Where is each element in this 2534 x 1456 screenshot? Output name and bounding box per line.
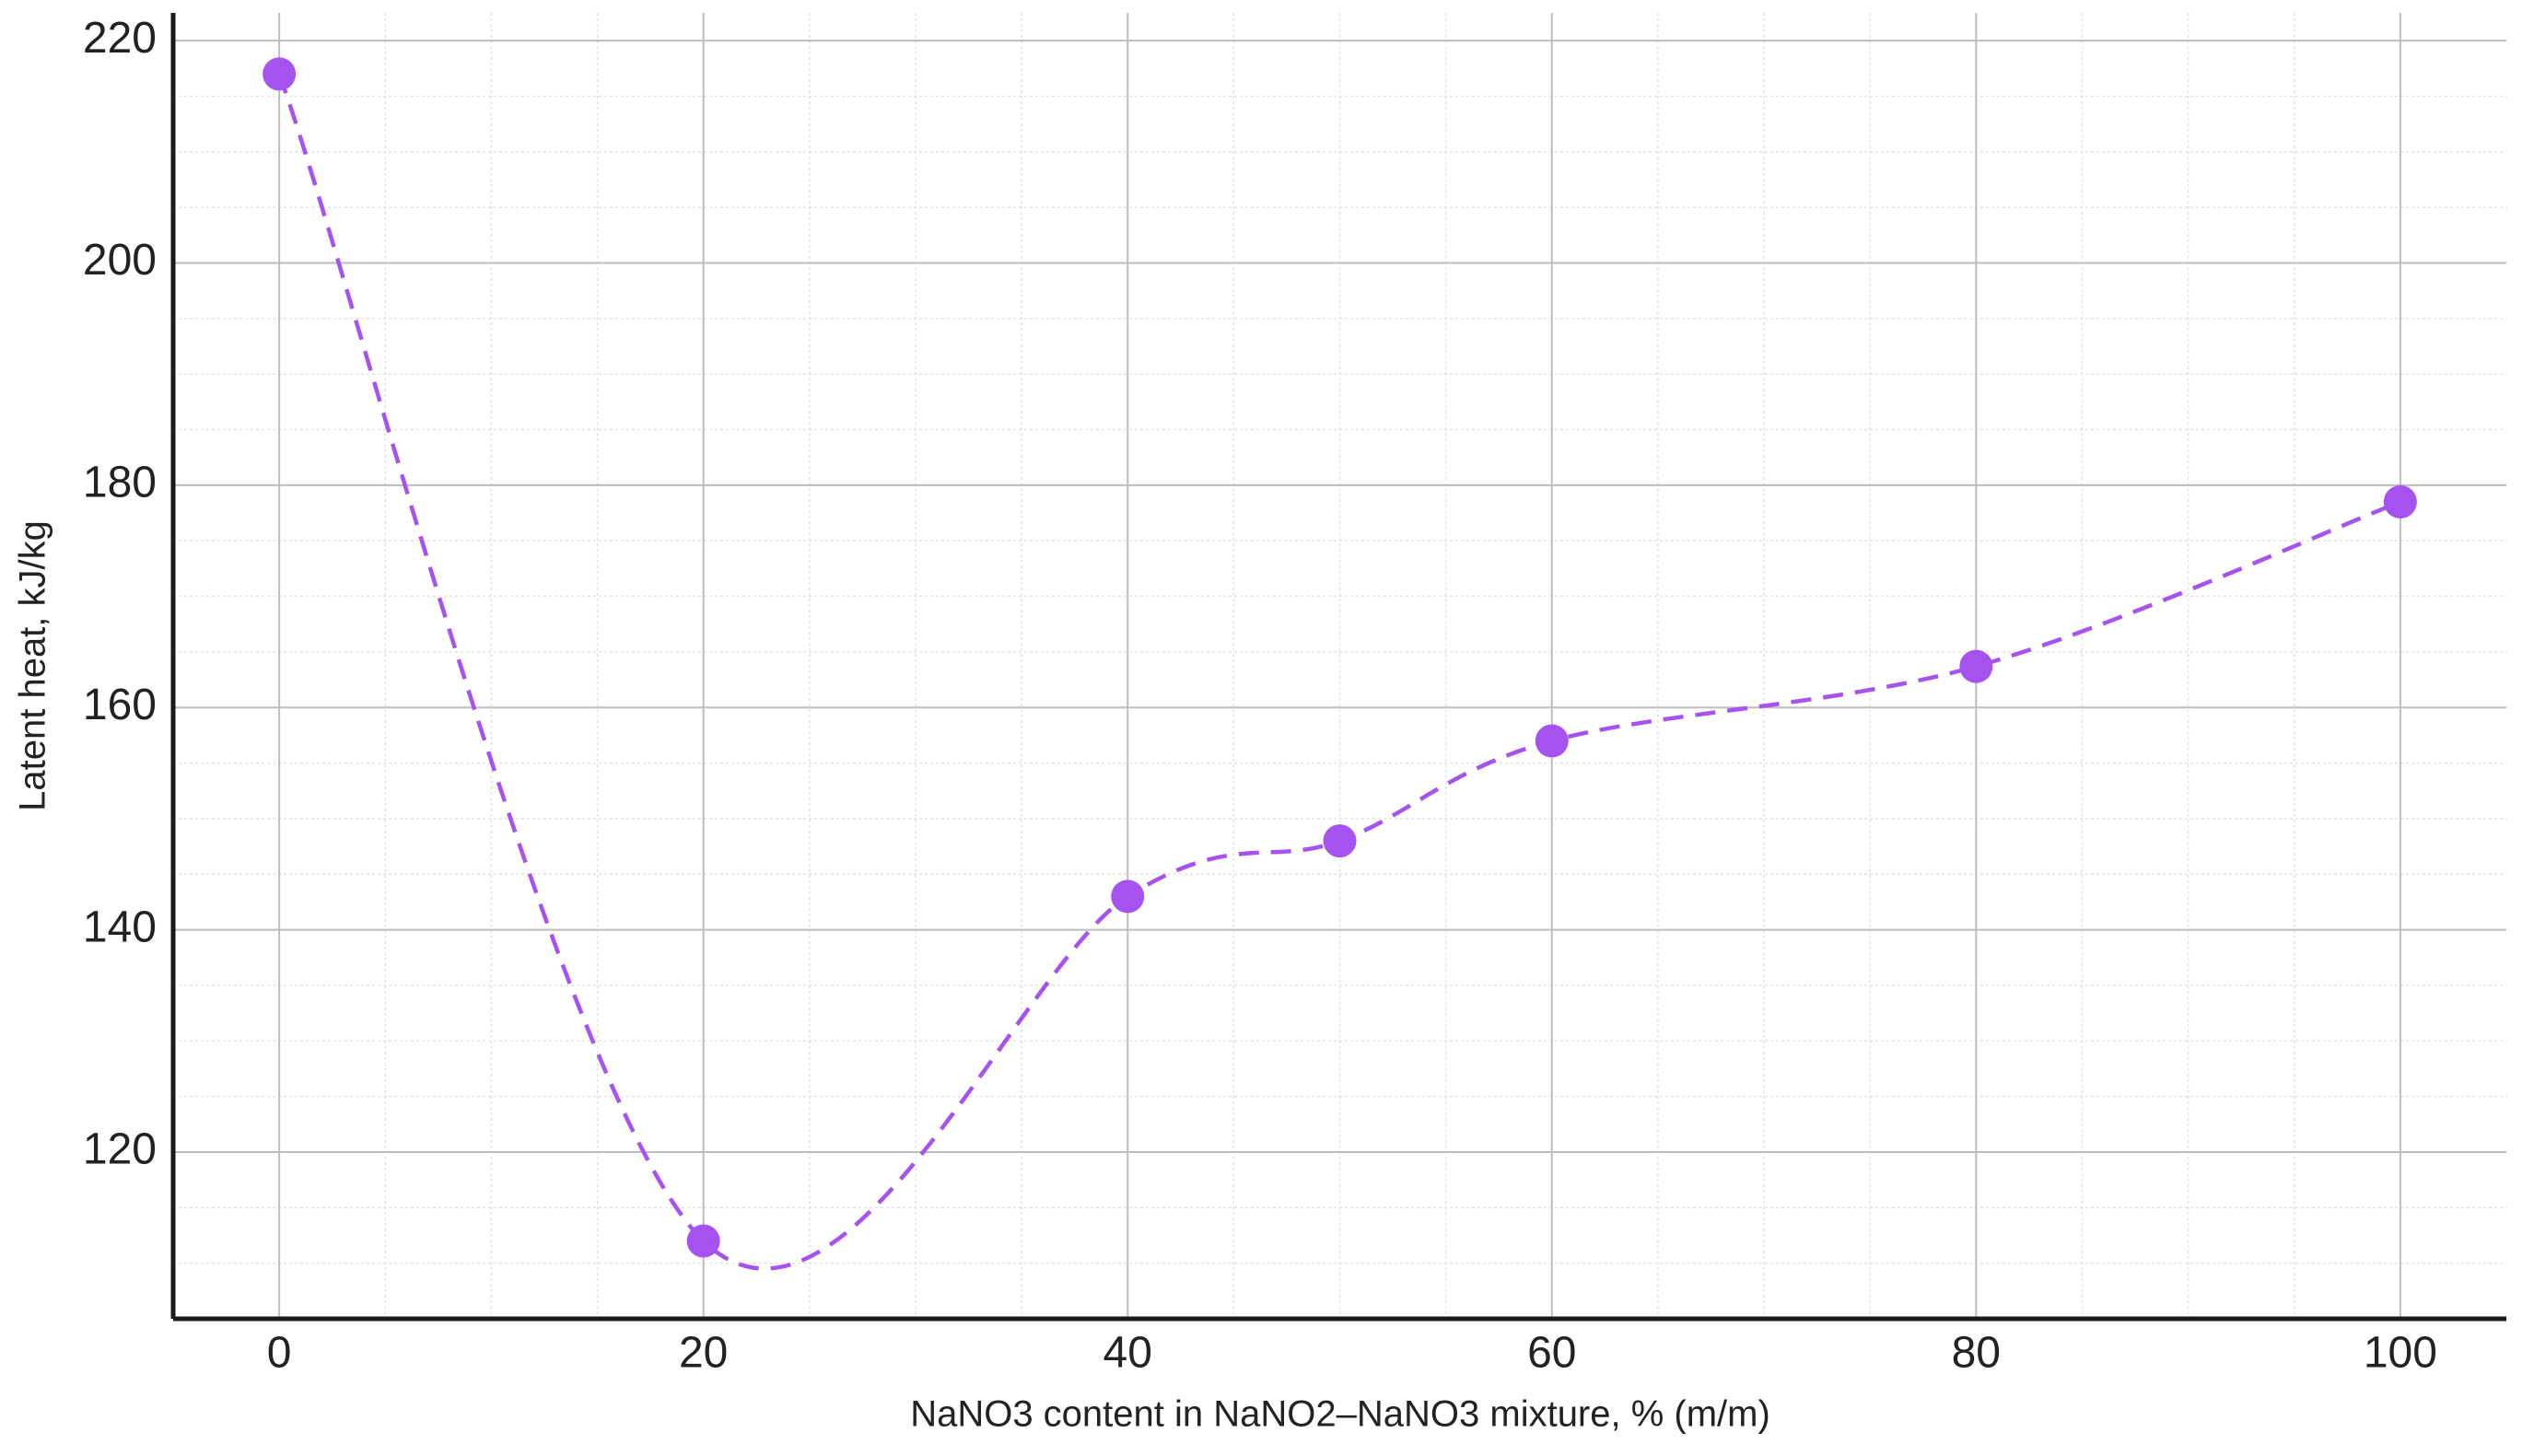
- data-point: [2383, 484, 2417, 518]
- plot-area: [263, 57, 2417, 1271]
- y-tick-label: 200: [83, 236, 157, 285]
- y-tick-label: 120: [83, 1125, 157, 1174]
- y-tick-label: 140: [83, 903, 157, 951]
- x-axis-label: NaNO3 content in NaNO2–NaNO3 mixture, % …: [910, 1394, 1770, 1435]
- data-point: [1959, 649, 1993, 683]
- y-axis-label: Latent heat, kJ/kg: [13, 520, 53, 811]
- data-point: [263, 57, 297, 91]
- data-point: [1535, 724, 1569, 758]
- x-tick-label: 0: [267, 1329, 292, 1378]
- y-tick-label: 160: [83, 681, 157, 729]
- grid: [173, 13, 2506, 1319]
- data-point: [1323, 824, 1357, 858]
- data-point: [686, 1224, 720, 1258]
- x-tick-label: 20: [679, 1329, 728, 1378]
- x-tick-label: 100: [2364, 1329, 2437, 1378]
- y-tick-label: 180: [83, 459, 157, 507]
- x-tick-label: 40: [1104, 1329, 1152, 1378]
- x-tick-label: 80: [1952, 1329, 2001, 1378]
- data-point: [1111, 879, 1145, 914]
- y-tick-label: 220: [83, 14, 157, 63]
- x-tick-label: 60: [1527, 1329, 1576, 1378]
